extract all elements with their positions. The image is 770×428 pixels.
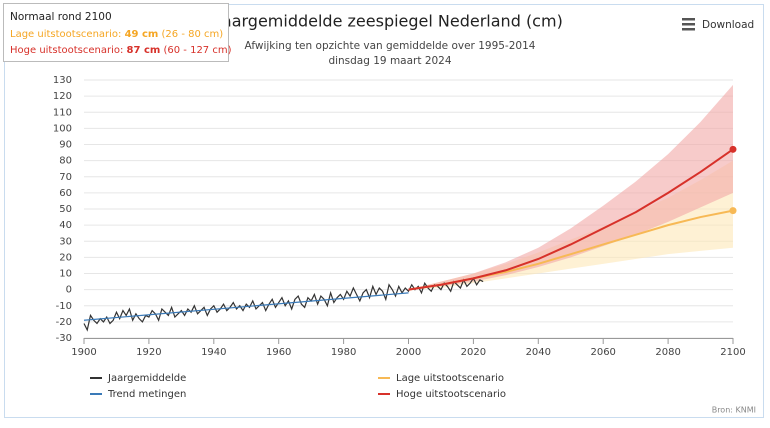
tooltip-label: Hoge uitstootscenario: bbox=[10, 45, 123, 56]
credits: Bron: KNMI bbox=[712, 406, 756, 415]
tooltip-range: (26 - 80 cm) bbox=[162, 29, 224, 40]
x-tick-label: 1980 bbox=[331, 347, 356, 358]
tooltip-value: 87 cm bbox=[127, 45, 161, 56]
tooltip-value: 49 cm bbox=[125, 29, 159, 40]
plot: -30 -20 -10 0 10 20 30 40 50 60 70 80 90 100 110 120 130… bbox=[53, 75, 746, 400]
x-tick-label: 1920 bbox=[136, 347, 161, 358]
legend-label: Jaargemiddelde bbox=[107, 373, 186, 384]
tooltip-range: (60 - 127 cm) bbox=[163, 45, 231, 56]
y-tick-label: 0 bbox=[66, 285, 72, 296]
tooltip-line: Hoge uitstootscenario: 87 cm (60 - 127 c… bbox=[10, 45, 232, 56]
legend-label: Trend metingen bbox=[107, 389, 186, 400]
y-tick-label: -30 bbox=[56, 333, 72, 344]
y-tick-label: 10 bbox=[59, 269, 72, 280]
y-tick-label: 80 bbox=[59, 156, 72, 167]
y-tick-label: 130 bbox=[53, 75, 72, 86]
y-tick-label: 120 bbox=[53, 91, 72, 102]
y-tick-label: 70 bbox=[59, 172, 72, 183]
chart-date: dinsdag 19 maart 2024 bbox=[328, 55, 451, 67]
y-tick-label: -20 bbox=[56, 317, 72, 328]
tooltip-title: Normaal rond 2100 bbox=[10, 11, 112, 23]
tooltip: Normaal rond 2100 Lage uitstootscenario:… bbox=[3, 3, 232, 62]
menu-label[interactable]: Download bbox=[702, 19, 754, 31]
chart-subtitle: Afwijking ten opzichte van gemiddelde ov… bbox=[245, 40, 536, 52]
menu-icon[interactable] bbox=[682, 23, 695, 26]
x-tick-label: 2080 bbox=[655, 347, 680, 358]
tooltip-label: Lage uitstootscenario: bbox=[10, 29, 121, 40]
y-tick-label: 50 bbox=[59, 204, 72, 215]
y-tick-label: 30 bbox=[59, 236, 72, 247]
point bbox=[729, 145, 737, 153]
menu-icon[interactable] bbox=[682, 18, 695, 21]
legend-label: Hoge uitstootscenario bbox=[396, 389, 506, 400]
line bbox=[83, 292, 409, 321]
y-tick-label: -10 bbox=[56, 301, 72, 312]
line bbox=[408, 148, 734, 291]
x-tick-label: 1940 bbox=[201, 347, 226, 358]
tooltip-line: Lage uitstootscenario: 49 cm (26 - 80 cm… bbox=[10, 29, 223, 40]
x-tick-label: 2040 bbox=[526, 347, 551, 358]
x-tick-label: 2100 bbox=[720, 347, 745, 358]
x-tick-label: 2020 bbox=[461, 347, 486, 358]
legend-label: Lage uitstootscenario bbox=[396, 373, 504, 384]
download-menu[interactable]: Download bbox=[682, 18, 754, 31]
x-tick-label: 2060 bbox=[590, 347, 615, 358]
x-tick-label: 1900 bbox=[71, 347, 96, 358]
menu-icon[interactable] bbox=[682, 28, 695, 31]
chart-title: Jaargemiddelde zeespiegel Nederland (cm) bbox=[216, 12, 563, 31]
y-tick-label: 90 bbox=[59, 140, 72, 151]
y-tick-label: 100 bbox=[53, 123, 72, 134]
y-tick-label: 40 bbox=[59, 220, 72, 231]
point bbox=[729, 207, 737, 215]
y-tick-label: 20 bbox=[59, 252, 72, 263]
band bbox=[408, 84, 733, 290]
x-tick-label: 2000 bbox=[396, 347, 421, 358]
y-tick-label: 110 bbox=[53, 107, 72, 118]
x-tick-label: 1960 bbox=[266, 347, 291, 358]
y-tick-label: 60 bbox=[59, 188, 72, 199]
tooltip-box bbox=[3, 3, 229, 62]
